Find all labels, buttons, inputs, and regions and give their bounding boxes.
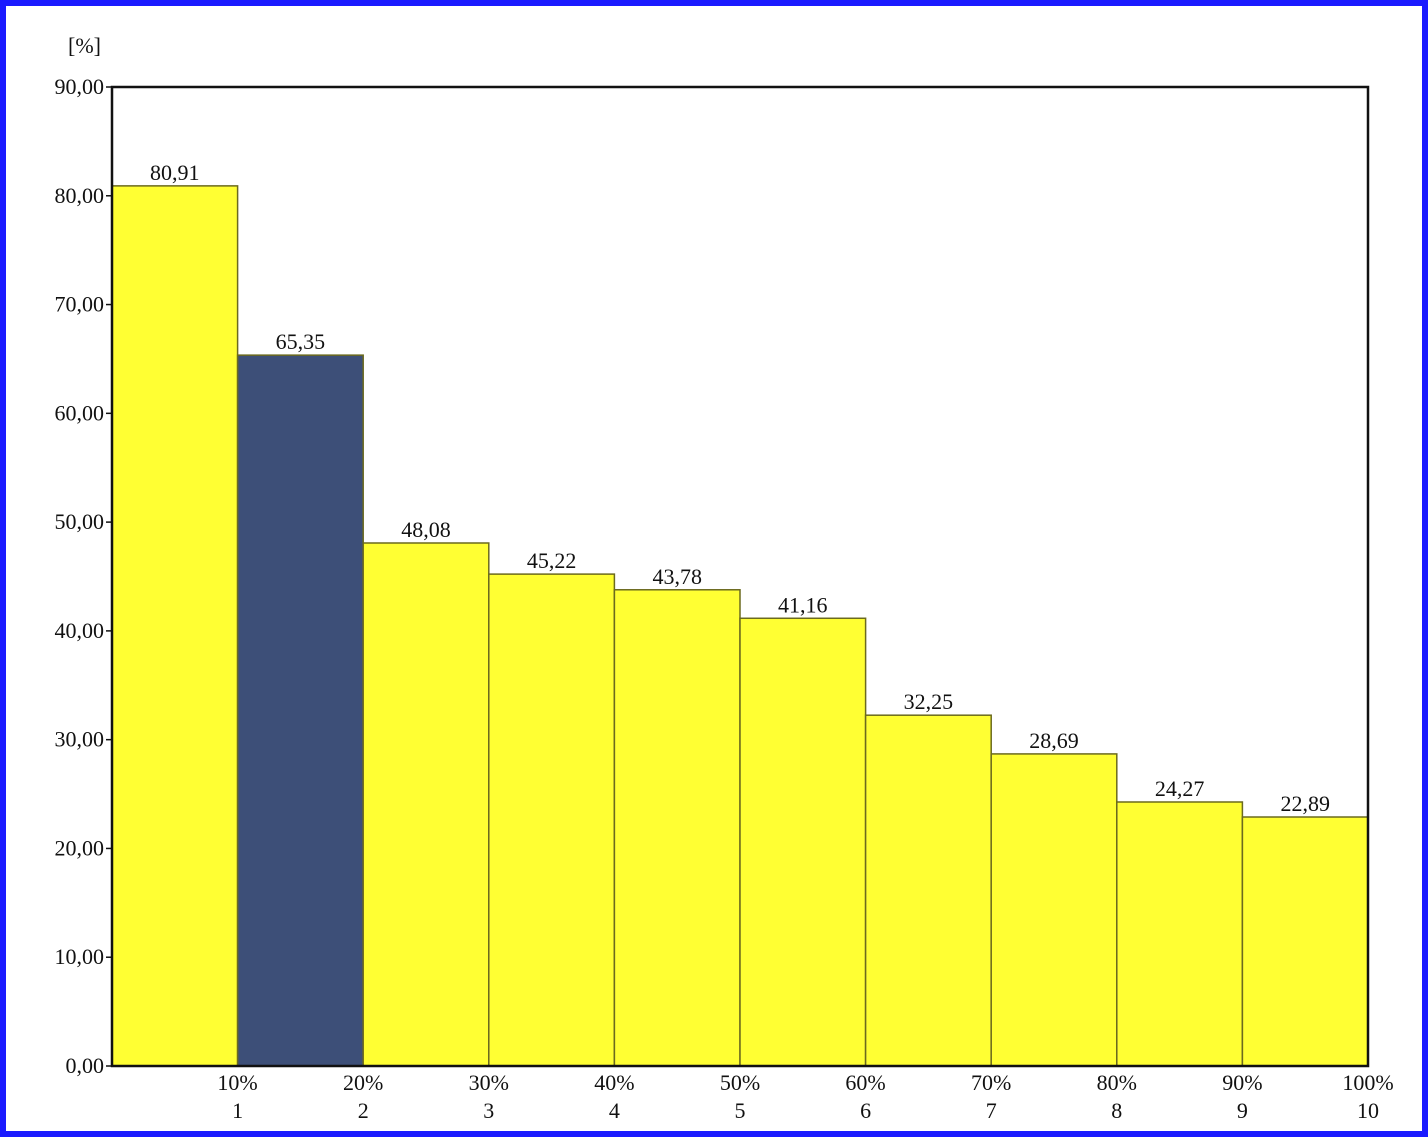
axes-group bbox=[106, 85, 1370, 1068]
value-label-5: 43,78 bbox=[652, 564, 702, 589]
x-percent-label-10: 100% bbox=[1342, 1070, 1393, 1095]
bar-2 bbox=[236, 354, 364, 1067]
x-percent-label-4: 40% bbox=[594, 1070, 634, 1095]
bar-8 bbox=[990, 753, 1118, 1067]
y-tick-label-2: 20,00 bbox=[55, 835, 105, 860]
y-tick-label-1: 10,00 bbox=[55, 944, 105, 969]
value-label-3: 48,08 bbox=[401, 517, 451, 542]
y-axis-unit-label: [%] bbox=[68, 33, 101, 58]
x-category-label-8: 8 bbox=[1111, 1098, 1122, 1123]
bar-5 bbox=[613, 589, 741, 1067]
bars-group bbox=[111, 185, 1369, 1067]
bar-4 bbox=[488, 573, 616, 1067]
x-percent-label-8: 80% bbox=[1097, 1070, 1137, 1095]
x-category-label-1: 1 bbox=[232, 1098, 243, 1123]
x-percent-label-2: 20% bbox=[343, 1070, 383, 1095]
x-percent-label-6: 60% bbox=[845, 1070, 885, 1095]
x-percent-label-7: 70% bbox=[971, 1070, 1011, 1095]
x-category-label-6: 6 bbox=[860, 1098, 871, 1123]
value-label-8: 28,69 bbox=[1029, 728, 1079, 753]
x-percent-label-3: 30% bbox=[469, 1070, 509, 1095]
x-category-label-4: 4 bbox=[609, 1098, 620, 1123]
plot-frame bbox=[110, 85, 1370, 1068]
y-tick-label-3: 30,00 bbox=[55, 727, 105, 752]
y-tick-label-0: 0,00 bbox=[66, 1053, 105, 1078]
bar-3 bbox=[362, 542, 490, 1067]
x-category-label-3: 3 bbox=[483, 1098, 494, 1123]
value-label-1: 80,91 bbox=[150, 160, 200, 185]
x-percent-label-5: 50% bbox=[720, 1070, 760, 1095]
x-category-label-5: 5 bbox=[735, 1098, 746, 1123]
x-percent-label-9: 90% bbox=[1222, 1070, 1262, 1095]
x-category-label-2: 2 bbox=[358, 1098, 369, 1123]
y-tick-label-4: 40,00 bbox=[55, 618, 105, 643]
x-category-label-10: 10 bbox=[1357, 1098, 1379, 1123]
value-label-2: 65,35 bbox=[276, 329, 326, 354]
value-label-7: 32,25 bbox=[904, 689, 954, 714]
y-tick-label-8: 80,00 bbox=[55, 183, 105, 208]
x-category-label-9: 9 bbox=[1237, 1098, 1248, 1123]
value-label-9: 24,27 bbox=[1155, 776, 1205, 801]
value-label-4: 45,22 bbox=[527, 548, 577, 573]
y-tick-label-9: 90,00 bbox=[55, 74, 105, 99]
value-label-10: 22,89 bbox=[1280, 791, 1330, 816]
y-tick-label-5: 50,00 bbox=[55, 509, 105, 534]
bar-10 bbox=[1241, 816, 1369, 1067]
x-category-label-7: 7 bbox=[986, 1098, 997, 1123]
y-tick-label-6: 60,00 bbox=[55, 400, 105, 425]
bar-6 bbox=[739, 617, 867, 1067]
x-percent-label-1: 10% bbox=[217, 1070, 257, 1095]
value-label-6: 41,16 bbox=[778, 592, 828, 617]
bar-7 bbox=[864, 714, 992, 1067]
bar-9 bbox=[1116, 801, 1244, 1067]
bar-1 bbox=[111, 185, 239, 1067]
labels-group: 80,91 65,35 48,08 45,22 43,78 41,16 32,25 28,69… bbox=[55, 33, 1394, 1123]
y-tick-label-7: 70,00 bbox=[55, 292, 105, 317]
